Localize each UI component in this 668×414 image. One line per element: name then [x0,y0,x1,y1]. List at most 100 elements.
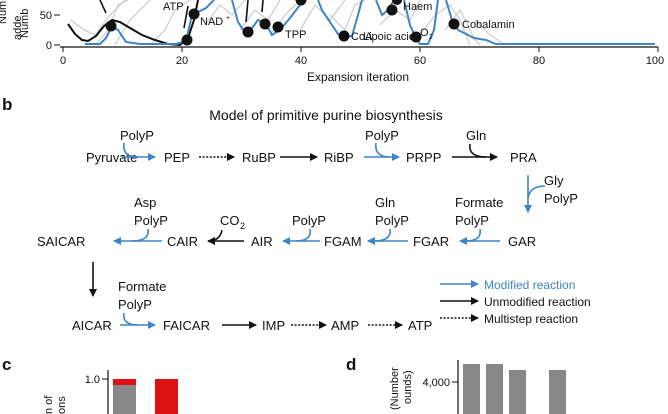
panel-a: Numb Numb adde 50 0 [0,0,664,84]
cofactor-co2-sub: 2 [240,221,245,231]
cofactor-formate-1: Formate [455,195,503,210]
cofactor-curve [469,143,487,158]
event-markers [105,0,460,46]
annotation-lipoic: Lipoic acid [363,31,415,43]
cofactor-polyp-d: PolyP [455,213,489,228]
node-pep: PEP [164,150,190,165]
annotation-o2-sub: 2 [429,34,433,41]
cofactor-curve [131,228,149,242]
marker-1 [242,26,254,38]
marker-haem [392,0,402,5]
cofactor-curve [374,142,391,158]
cofactor-co2: CO [220,213,240,228]
bar-1 [463,364,480,414]
annotation-nad: NAD [200,16,223,28]
node-rubp: RuBP [242,150,276,165]
cofactor-polyp-2: PolyP [365,128,399,143]
bar-4 [549,370,566,414]
marker-lipoic [410,31,422,43]
panel-b-label: b [2,95,12,114]
x-ticks [62,47,659,52]
annotation-nad-sup: + [226,15,230,22]
panel-d-ylabel-2: ounds) [402,370,414,404]
panel-d-label: d [346,355,356,374]
panel-b: b Model of primitive purine biosynthesis… [2,95,591,333]
node-imp: IMP [262,318,285,333]
cofactor-curve [295,228,312,242]
marker-haem-arrow [386,4,398,16]
node-pra: PRA [510,150,537,165]
node-faicar: FAICAR [163,318,210,333]
panel-c-ytick: 1.0 [85,374,100,386]
node-fgar: FGAR [413,234,449,249]
cofactor-curve [373,228,391,242]
annotation-arrows [99,0,264,29]
panel-d: d (Number ounds) 4,000 [346,355,566,414]
xtick-80: 80 [533,55,545,67]
panel-d-ylabel-1: (Number [389,367,401,410]
cofactor-gly: Gly [544,173,564,188]
cofactor-curve [465,228,482,242]
panel-a-ylabel-2: adde [12,16,24,40]
marker-coa [338,30,350,42]
annotation-atp: ATP [163,1,184,13]
cofactor-polyp-b: PolyP [292,213,326,228]
annotation-cobalamin: Cobalamin [462,19,515,31]
panel-d-bars [463,364,566,414]
cofactor-polyp-e: PolyP [118,297,152,312]
marker-nad [188,8,200,20]
panel-c-label: c [2,355,11,374]
node-atp: ATP [408,318,432,333]
panel-a-xlabel: Expansion iteration [307,70,409,84]
marker-dot [105,20,117,32]
node-aicar: AICAR [72,318,112,333]
marker-2 [259,18,271,30]
node-air: AIR [251,234,273,249]
node-cair: CAIR [167,234,198,249]
bar-red [113,379,136,385]
marker-cobalamin [448,18,460,30]
node-fgam: FGAM [324,234,362,249]
legend: Modified reaction Unmodified reaction Mu… [440,278,591,326]
bar-red [155,379,178,414]
xtick-100: 100 [646,55,664,67]
annotation-tpp: TPP [285,29,306,41]
legend-modified-label: Modified reaction [484,278,575,292]
node-amp: AMP [331,318,359,333]
panel-c-ylabel-1: n of [43,395,55,414]
ytick-0: 0 [46,40,52,52]
annotation-haem: Haem [403,1,432,13]
panel-a-ylabel-1: Numb [19,9,31,38]
cofactor-gln-1: Gln [466,128,486,143]
panel-c-ylabel-2: ons [56,396,68,414]
annotation-coa: CoA [351,31,373,43]
cofactor-asp: Asp [134,195,156,210]
panel-a-ylabel-line1: Numb [0,0,9,24]
cofactor-curve [527,185,546,199]
cofactor-polyp-1: PolyP [120,128,154,143]
panel-c: c n of ons 1.0 [2,355,178,414]
xtick-0: 0 [60,55,66,67]
cofactor-polyp-side: PolyP [544,191,578,206]
legend-multistep-label: Multistep reaction [484,312,578,326]
cofactor-polyp-a: PolyP [134,213,168,228]
marker-3 [295,0,307,6]
marker-atp [181,34,193,46]
node-ribp: RiBP [324,150,354,165]
xtick-20: 20 [176,55,188,67]
marker-tpp [272,21,284,33]
ytick-50: 50 [40,10,52,22]
cofactor-formate-2: Formate [118,279,166,294]
cofactor-curve [207,229,223,242]
node-saicar: SAICAR [37,234,85,249]
node-prpp: PRPP [406,150,441,165]
bar-2 [486,364,503,414]
node-pyruvate: Pyruvate [86,150,137,165]
panel-b-title: Model of primitive purine biosynthesis [209,107,442,123]
xtick-60: 60 [414,55,426,67]
legend-unmodified-label: Unmodified reaction [484,295,591,309]
node-gar: GAR [508,234,536,249]
xtick-40: 40 [295,55,307,67]
annotation-o2: O [420,27,429,39]
